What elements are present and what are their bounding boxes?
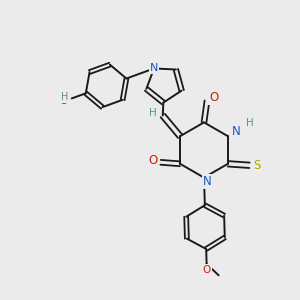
Text: H: H: [61, 92, 68, 102]
Text: H: H: [149, 108, 157, 118]
Text: N: N: [202, 175, 211, 188]
Text: O: O: [60, 96, 68, 106]
Text: S: S: [253, 159, 261, 172]
Text: H: H: [246, 118, 254, 128]
Text: O: O: [209, 91, 218, 104]
Text: O: O: [148, 154, 158, 167]
Text: O: O: [203, 265, 211, 275]
Text: N: N: [150, 64, 158, 74]
Text: N: N: [232, 125, 241, 138]
